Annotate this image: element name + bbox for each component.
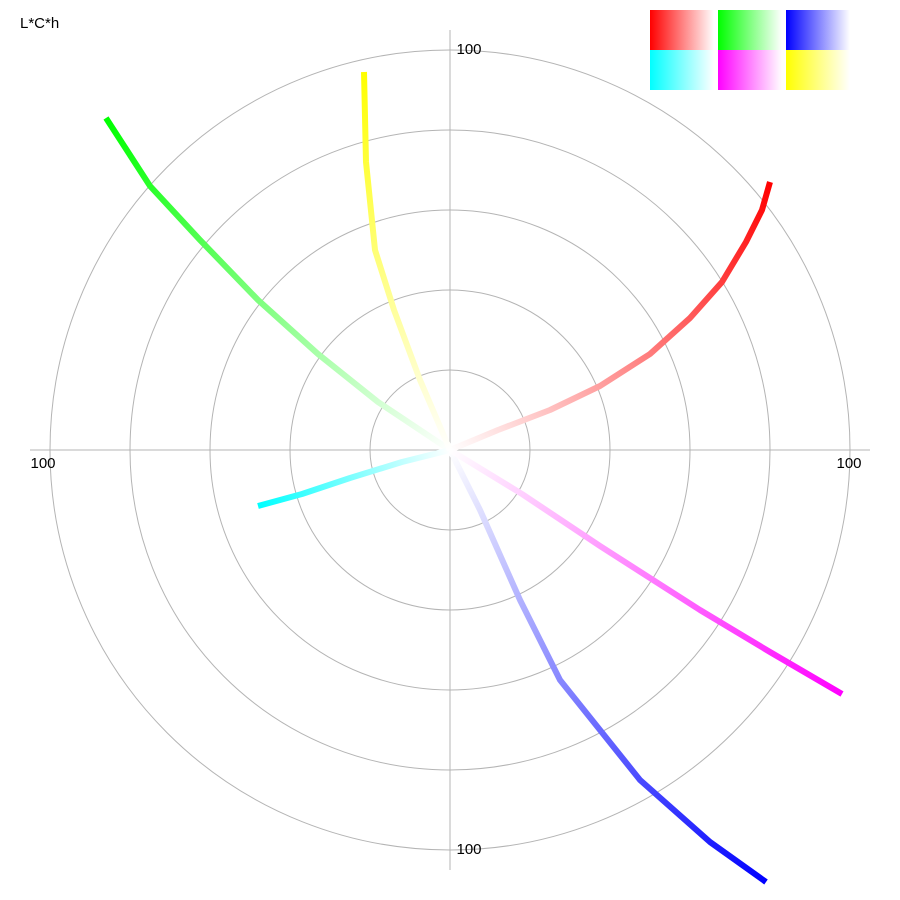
color-path [448, 447, 844, 697]
axis-label: 100 [456, 841, 481, 858]
axis-label: 100 [836, 455, 861, 472]
color-path [257, 447, 451, 509]
color-swatch [650, 50, 714, 90]
axis-label: 100 [456, 41, 481, 58]
color-swatch [786, 50, 850, 90]
color-path [361, 71, 453, 452]
axis-label: 100 [30, 455, 55, 472]
chart-title: L*C*h [20, 15, 59, 32]
color-swatch [718, 50, 782, 90]
color-swatch [718, 10, 782, 50]
color-swatch [650, 10, 714, 50]
color-path [447, 448, 768, 885]
color-path [103, 116, 452, 453]
color-path [448, 181, 773, 453]
color-swatch [786, 10, 850, 50]
